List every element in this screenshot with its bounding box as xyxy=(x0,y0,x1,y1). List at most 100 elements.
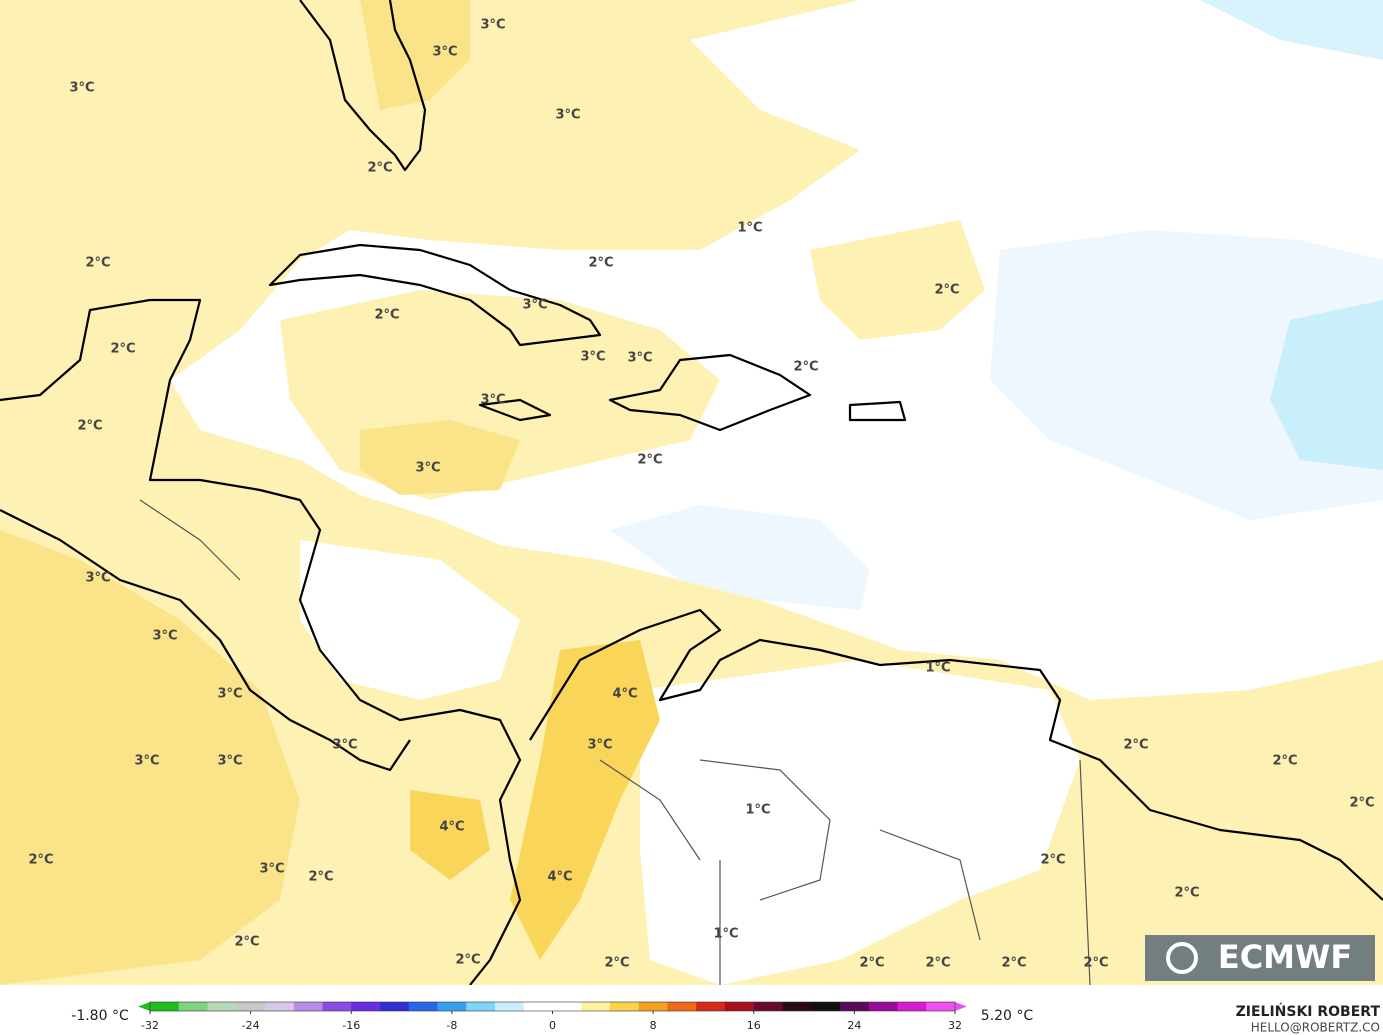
contour-label: 3°C xyxy=(85,571,110,586)
colorbar-swatch xyxy=(495,1002,525,1011)
colorbar-swatch xyxy=(207,1002,237,1011)
contour-label: 2°C xyxy=(934,283,959,298)
contour-label: 2°C xyxy=(859,956,884,971)
colorbar-swatch xyxy=(408,1002,438,1011)
colorbar-swatch xyxy=(236,1002,266,1011)
colorbar-swatch xyxy=(868,1002,898,1011)
neutral-area xyxy=(170,0,1383,700)
contour-label: 2°C xyxy=(234,935,259,950)
contour-label: 2°C xyxy=(77,419,102,434)
colorbar-tick-label: -8 xyxy=(446,1019,457,1032)
contour-label: 2°C xyxy=(1083,956,1108,971)
logo: ECMWF xyxy=(1218,938,1352,976)
cool-patch xyxy=(1270,300,1383,470)
colorbar-swatch xyxy=(610,1002,640,1011)
contour-label: 2°C xyxy=(604,956,629,971)
colorbar-swatch xyxy=(581,1002,611,1011)
contour-label: 1°C xyxy=(925,661,950,676)
colorbar-swatch xyxy=(265,1002,295,1011)
colorbar-swatch xyxy=(437,1002,467,1011)
colorbar-swatch xyxy=(638,1002,668,1011)
colorbar-tick-label: -24 xyxy=(242,1019,260,1032)
colorbar-swatch xyxy=(811,1002,841,1011)
border xyxy=(139,499,1091,986)
author: ZIELIŃSKI ROBERT xyxy=(1236,1002,1381,1020)
contour-label: 3°C xyxy=(134,754,159,769)
colorbar-swatch xyxy=(667,1002,697,1011)
colorbar-tick-label: 32 xyxy=(948,1019,962,1032)
colorbar-end xyxy=(138,1002,150,1011)
contour-label: 2°C xyxy=(28,853,53,868)
logo-icon xyxy=(1166,942,1198,974)
contour-label: 2°C xyxy=(1174,886,1199,901)
contour-label: 3°C xyxy=(259,862,284,877)
contour-label: 4°C xyxy=(547,870,572,885)
contour-label: 3°C xyxy=(580,350,605,365)
coastline xyxy=(478,398,552,422)
contour-label: 1°C xyxy=(713,927,738,942)
coastline xyxy=(848,400,907,422)
warm-core xyxy=(510,640,660,960)
colorbar-swatch xyxy=(897,1002,927,1011)
contour-label: 2°C xyxy=(308,870,333,885)
contour-label: 2°C xyxy=(1349,796,1374,811)
colorbar-swatch xyxy=(150,1002,180,1011)
warm-patch xyxy=(810,220,985,340)
min-label: -1.80 °C xyxy=(71,1008,129,1024)
contour-label: 3°C xyxy=(480,18,505,33)
contour-label: 2°C xyxy=(374,308,399,323)
neutral-area xyxy=(300,540,520,700)
contour-label: 2°C xyxy=(1272,754,1297,769)
contour-label: 3°C xyxy=(217,754,242,769)
warm-core xyxy=(360,420,520,495)
colorbar-swatch xyxy=(552,1002,582,1011)
contour-label: 1°C xyxy=(745,803,770,818)
contour-label: 2°C xyxy=(925,956,950,971)
map: 3°C 3°C 3°C 3°C 2°C 1°C 2°C 2°C 2°C 2°C 3°C 2°C 3°C 3… xyxy=(0,0,1383,986)
colorbar-tick-label: 8 xyxy=(650,1019,657,1032)
contour-label: 2°C xyxy=(110,342,135,357)
neutral-land xyxy=(640,660,1080,985)
contour-label: 1°C xyxy=(737,221,762,236)
coastline xyxy=(529,608,1383,901)
colorbar-tick-label: -16 xyxy=(342,1019,360,1032)
contour-label: 2°C xyxy=(793,360,818,375)
colorbar-swatch xyxy=(466,1002,496,1011)
contour-labels: 3°C 3°C 3°C 3°C 2°C 1°C 2°C 2°C 2°C 2°C 3°C 2°C 3°C 3… xyxy=(28,18,1374,971)
colorbar: -32 -24 -16 -8 0 8 16 24 32 xyxy=(138,1001,967,1032)
contour-label: 3°C xyxy=(480,393,505,408)
colorbar-swatch xyxy=(293,1002,323,1011)
contour-label: 3°C xyxy=(587,738,612,753)
contact: HELLO@ROBERTZ.CO xyxy=(1251,1021,1380,1035)
cool-patch xyxy=(1200,0,1383,60)
colorbar-swatch xyxy=(840,1002,870,1011)
coastline xyxy=(608,353,812,432)
contour-label: 3°C xyxy=(217,687,242,702)
contour-label: 2°C xyxy=(455,953,480,968)
contour-label: 2°C xyxy=(1001,956,1026,971)
coastline xyxy=(0,298,522,986)
contour-label: 2°C xyxy=(1040,853,1065,868)
contour-label: 2°C xyxy=(367,161,392,176)
contour-label: 3°C xyxy=(415,461,440,476)
coastline xyxy=(268,243,602,347)
warm-core xyxy=(410,790,490,880)
contour-label: 2°C xyxy=(1123,738,1148,753)
colorbar-swatch xyxy=(782,1002,812,1011)
colorbar-swatch xyxy=(753,1002,783,1011)
contour-label: 4°C xyxy=(612,687,637,702)
colorbar-swatch xyxy=(725,1002,755,1011)
cool-patch xyxy=(610,505,870,610)
colorbar-end xyxy=(955,1002,967,1011)
contour-label: 3°C xyxy=(332,738,357,753)
colorbar-swatch xyxy=(351,1002,381,1011)
contour-label: 3°C xyxy=(555,108,580,123)
colorbar-tick-label: -32 xyxy=(141,1019,159,1032)
warm-core xyxy=(0,530,300,985)
colorbar-tick-label: 16 xyxy=(747,1019,761,1032)
colorbar-tick-label: 24 xyxy=(847,1019,861,1032)
colorbar-swatch xyxy=(523,1002,553,1011)
contour-label: 3°C xyxy=(432,45,457,60)
colorbar-tick-label: 0 xyxy=(549,1019,556,1032)
